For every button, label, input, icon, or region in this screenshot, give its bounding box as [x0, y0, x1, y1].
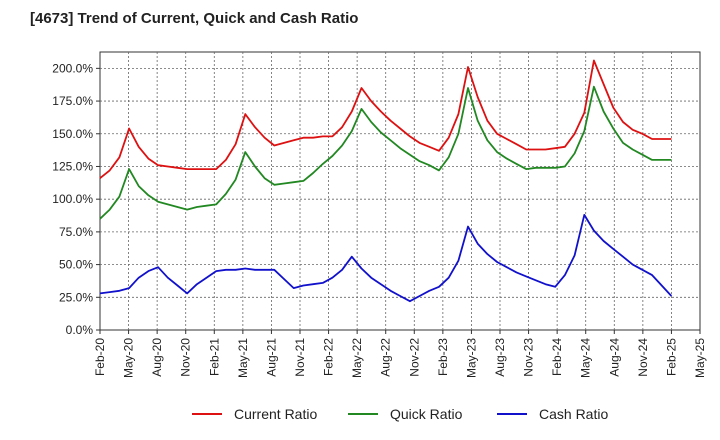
y-tick-label: 125.0%	[52, 159, 93, 173]
y-tick-label: 50.0%	[59, 258, 93, 272]
x-tick-label: Feb-20	[93, 338, 107, 376]
y-tick-label: 150.0%	[52, 127, 93, 141]
legend-label-quick-ratio: Quick Ratio	[390, 406, 463, 422]
chart-canvas: 0.0% 25.0% 50.0% 75.0% 100.0% 125.0% 150.0% 175…	[0, 0, 720, 440]
plot-frame	[100, 52, 700, 330]
x-tick-label: May-20	[122, 338, 136, 378]
x-tick-label: May-21	[236, 338, 250, 378]
x-tick-label: Nov-21	[293, 338, 307, 377]
x-tick-label: Aug-23	[493, 338, 507, 377]
x-tick-label: Aug-20	[150, 338, 164, 377]
legend-label-current-ratio: Current Ratio	[234, 406, 317, 422]
x-tick-label: Feb-24	[550, 338, 564, 376]
x-tick-label: Feb-25	[664, 338, 678, 376]
y-tick-label: 200.0%	[52, 61, 93, 75]
y-tick-label: 175.0%	[52, 94, 93, 108]
x-tick-label: May-22	[350, 338, 364, 378]
y-tick-label: 25.0%	[59, 290, 93, 304]
y-tick-label: 100.0%	[52, 192, 93, 206]
x-tick-label: May-23	[464, 338, 478, 378]
x-tick-label: Aug-24	[607, 338, 621, 377]
x-tick-label: Nov-24	[636, 338, 650, 377]
x-tick-label: Nov-20	[179, 338, 193, 377]
x-tick-label: Feb-23	[436, 338, 450, 376]
x-tick-label: May-24	[579, 338, 593, 378]
x-tick-label: Aug-21	[264, 338, 278, 377]
legend-label-cash-ratio: Cash Ratio	[539, 406, 608, 422]
x-tick-label: Aug-22	[379, 338, 393, 377]
x-tick-label: Nov-23	[522, 338, 536, 377]
y-tick-label: 75.0%	[59, 225, 93, 239]
x-tick-label: May-25	[693, 338, 707, 378]
x-tick-label: Feb-21	[207, 338, 221, 376]
chart-root: [4673] Trend of Current, Quick and Cash …	[0, 0, 720, 440]
x-tick-label: Nov-22	[407, 338, 421, 377]
x-tick-label: Feb-22	[322, 338, 336, 376]
y-tick-label: 0.0%	[66, 323, 94, 337]
